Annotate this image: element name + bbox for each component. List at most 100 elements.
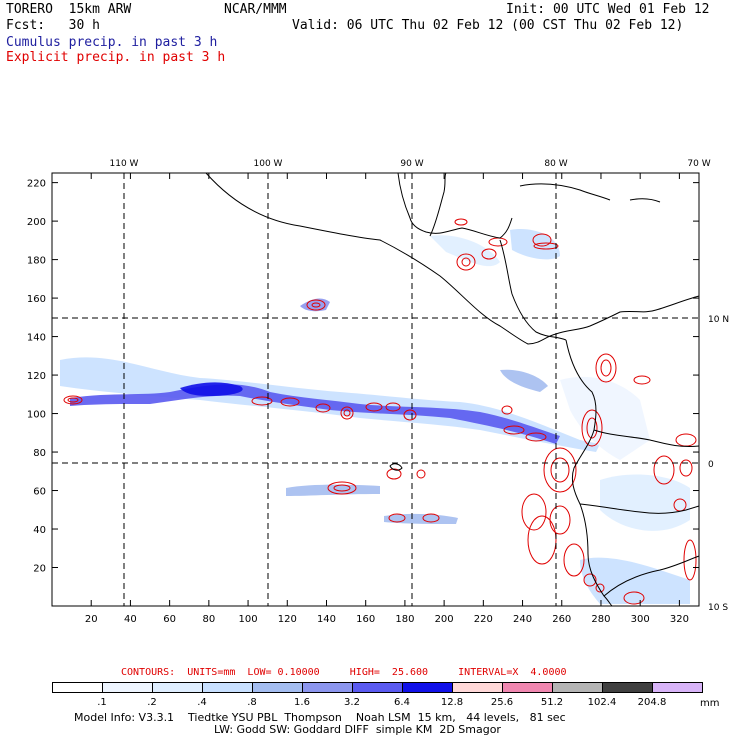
valid-time: Valid: 06 UTC Thu 02 Feb 12 (00 CST Thu … (292, 18, 684, 33)
colorbar-label: 6.4 (394, 697, 410, 708)
y-tick-label: 160 (27, 294, 46, 305)
longitude-label: 80 W (544, 159, 567, 169)
y-tick-label: 100 (27, 410, 46, 421)
latitude-labels: 10 N 0 10 S (708, 315, 729, 613)
y-tick-label: 140 (27, 333, 46, 344)
x-tick-label: 220 (474, 614, 493, 625)
longitude-label: 100 W (254, 159, 283, 169)
pacific-south-am (565, 339, 613, 607)
precip-map: 110 W 100 W 90 W 80 W 70 W 10 N 0 10 S (27, 159, 729, 625)
colorbar-label: 12.8 (440, 697, 464, 708)
colorbar-label: 3.2 (344, 697, 360, 708)
x-tick-label: 260 (552, 614, 571, 625)
latitude-label: 10 N (708, 315, 729, 325)
colorbar-label: 25.6 (490, 697, 514, 708)
x-tick-label: 20 (85, 614, 98, 625)
cuba (519, 183, 611, 201)
model-title: TORERO 15km ARW (6, 2, 132, 17)
y-tick-label: 20 (33, 564, 46, 575)
x-tick-label: 320 (670, 614, 689, 625)
x-tick-label: 140 (317, 614, 336, 625)
east-pac-blob (286, 484, 380, 496)
longitude-label: 70 W (687, 159, 710, 169)
colorbar-label: .2 (147, 697, 157, 708)
x-tick-label: 200 (435, 614, 454, 625)
latitude-label: 10 S (708, 603, 728, 613)
colorbar-swatch (352, 682, 403, 693)
colorbar-swatch (202, 682, 253, 693)
y-tick-label: 40 (33, 525, 46, 536)
legend-cumulus: Cumulus precip. in past 3 h (6, 35, 218, 50)
mexico-coast (205, 172, 557, 345)
x-tick-label: 300 (631, 614, 650, 625)
legend-explicit: Explicit precip. in past 3 h (6, 50, 226, 65)
y-tick-label: 200 (27, 217, 46, 228)
init-time: Init: 00 UTC Wed 01 Feb 12 (506, 2, 710, 17)
colorbar-swatch (502, 682, 553, 693)
galapagos (389, 463, 403, 471)
colombia-coast (555, 295, 700, 335)
graticule (52, 173, 699, 606)
physics-info: LW: Godd SW: Goddard DIFF simple KM 2D S… (214, 723, 501, 736)
colorbar-swatch (52, 682, 103, 693)
hispaniola (629, 198, 661, 203)
x-tick-label: 100 (239, 614, 258, 625)
amazon-border (593, 429, 700, 447)
yucatan (429, 172, 447, 237)
y-tick-label: 220 (27, 179, 46, 190)
model-info: Model Info: V3.3.1 Tiedtke YSU PBL Thomp… (74, 711, 566, 724)
central-am-blob (430, 235, 500, 267)
colorbar-swatch (302, 682, 353, 693)
colorbar-swatch (552, 682, 603, 693)
cumulus-precip-shading (60, 229, 690, 604)
colorbar-swatch (402, 682, 453, 693)
amazon-blob (600, 474, 690, 531)
organization-label: NCAR/MMM (224, 2, 287, 17)
forecast-hour: Fcst: 30 h (6, 18, 100, 33)
longitude-label: 90 W (400, 159, 423, 169)
x-tick-label: 180 (395, 614, 414, 625)
colorbar-swatch (602, 682, 653, 693)
peru-blob (580, 557, 690, 604)
x-tick-label: 80 (202, 614, 215, 625)
map-frame (51, 172, 700, 607)
y-tick-label: 60 (33, 487, 46, 498)
longitude-label: 110 W (110, 159, 139, 169)
x-tick-label: 60 (163, 614, 176, 625)
latitude-label: 0 (708, 460, 714, 470)
bolivia-border (603, 555, 700, 597)
y-tick-label: 80 (33, 448, 46, 459)
colorbar-unit: mm (700, 698, 720, 709)
contours-info: CONTOURS: UNITS=mm LOW= 0.10000 HIGH= 25… (121, 667, 567, 678)
colorbar-swatch (152, 682, 203, 693)
longitude-labels: 110 W 100 W 90 W 80 W 70 W (110, 159, 711, 169)
colorbar-label: 51.2 (540, 697, 564, 708)
colorbar-swatch (652, 682, 703, 693)
x-tick-label: 280 (591, 614, 610, 625)
colorbar-label: .4 (197, 697, 207, 708)
y-tick-label: 180 (27, 256, 46, 267)
itcz-band-peak (180, 382, 243, 396)
y-tick-label: 120 (27, 371, 46, 382)
x-tick-label: 160 (356, 614, 375, 625)
south-am-shade (560, 376, 650, 460)
gulf-coast (397, 172, 513, 239)
colombia-blob (500, 369, 548, 392)
colorbar-swatch (452, 682, 503, 693)
colorbar-label: 102.4 (587, 697, 617, 708)
colorbar-label: 204.8 (637, 697, 667, 708)
central-america (499, 239, 567, 341)
x-tick-label: 240 (513, 614, 532, 625)
colorbar-label: .8 (247, 697, 257, 708)
x-tick-label: 40 (124, 614, 137, 625)
coastlines (205, 172, 700, 607)
colorbar-label: 1.6 (294, 697, 310, 708)
peru-border (579, 503, 700, 514)
colorbar-swatch (102, 682, 153, 693)
colorbar-label: .1 (97, 697, 107, 708)
y-axis-ticks: 20 40 60 80 100 120 140 160 180 200 220 (27, 179, 699, 575)
itcz-band-core (70, 384, 560, 444)
x-tick-label: 120 (278, 614, 297, 625)
x-axis-ticks: 20 40 60 80 100 120 140 160 180 200 220 240 260 280 30… (85, 173, 689, 625)
colorbar-swatch (252, 682, 303, 693)
